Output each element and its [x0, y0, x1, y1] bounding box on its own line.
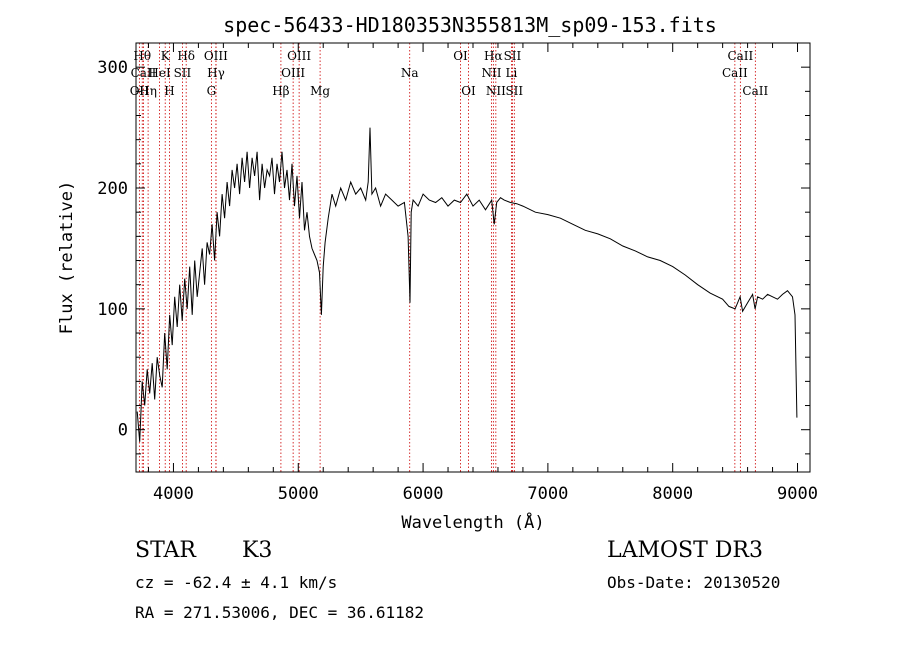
- y-tick-label: 0: [118, 421, 128, 441]
- line-label: NII: [481, 66, 501, 80]
- x-tick-label: 5000: [278, 484, 319, 504]
- y-axis-label: Flux (relative): [57, 181, 77, 335]
- line-label: Na: [401, 66, 419, 80]
- line-label: OIII: [204, 49, 228, 63]
- x-tick-label: 7000: [527, 484, 568, 504]
- line-label: Hγ: [207, 66, 225, 80]
- x-axis-label: Wavelength (Å): [401, 511, 544, 533]
- coordinates-info: RA = 271.53006, DEC = 36.61182: [135, 603, 424, 622]
- line-label: SII: [504, 49, 522, 63]
- line-label: OI: [461, 84, 476, 98]
- line-label: Hα: [484, 49, 503, 63]
- line-label: K: [161, 49, 171, 63]
- line-label: OIII: [287, 49, 311, 63]
- spectrum-series-line: [136, 127, 798, 442]
- line-label: CaII: [722, 66, 748, 80]
- x-tick-label: 6000: [403, 484, 444, 504]
- line-label: OIII: [281, 66, 305, 80]
- object-class: STAR: [135, 538, 196, 563]
- line-label: G: [207, 84, 217, 98]
- redshift-info: cz = -62.4 ± 4.1 km/s: [135, 573, 338, 592]
- line-label: OI: [453, 49, 468, 63]
- object-subclass: K3: [242, 538, 273, 563]
- line-label: CaII: [742, 84, 768, 98]
- line-label: Hθ: [133, 49, 151, 63]
- line-label: Hβ: [272, 84, 289, 98]
- line-label: NII: [486, 84, 506, 98]
- x-tick-label: 4000: [153, 484, 194, 504]
- line-label: Hη: [139, 84, 157, 98]
- line-label: Li: [506, 66, 518, 80]
- x-tick-label: 8000: [652, 484, 693, 504]
- line-label: Mg: [310, 84, 330, 98]
- line-label: SII: [505, 84, 523, 98]
- spectral-line-labels: OIIHθCaIIHηHeIKHSIIHδGOIIIHγHβOIIIOIIIMg…: [130, 49, 769, 98]
- line-label: SII: [174, 66, 192, 80]
- line-label: H: [164, 84, 174, 98]
- line-label: CaII: [727, 49, 753, 63]
- x-tick-label: 9000: [777, 484, 818, 504]
- y-tick-label: 300: [97, 58, 128, 78]
- y-tick-label: 200: [97, 179, 128, 199]
- chart-title: spec-56433-HD180353N355813M_sp09-153.fit…: [223, 13, 717, 37]
- spectral-line-markers: [138, 43, 756, 472]
- survey-name: LAMOST DR3: [607, 538, 763, 563]
- line-label: HeI: [148, 66, 171, 80]
- plot-frame: [135, 42, 811, 473]
- observation-date: Obs-Date: 20130520: [607, 573, 781, 592]
- axis-ticks: 4000 5000 6000 7000 8000 9000 0 100 200 300: [97, 42, 818, 504]
- line-label: Hδ: [177, 49, 195, 63]
- y-tick-label: 100: [97, 300, 128, 320]
- line-label: CaII: [131, 66, 157, 80]
